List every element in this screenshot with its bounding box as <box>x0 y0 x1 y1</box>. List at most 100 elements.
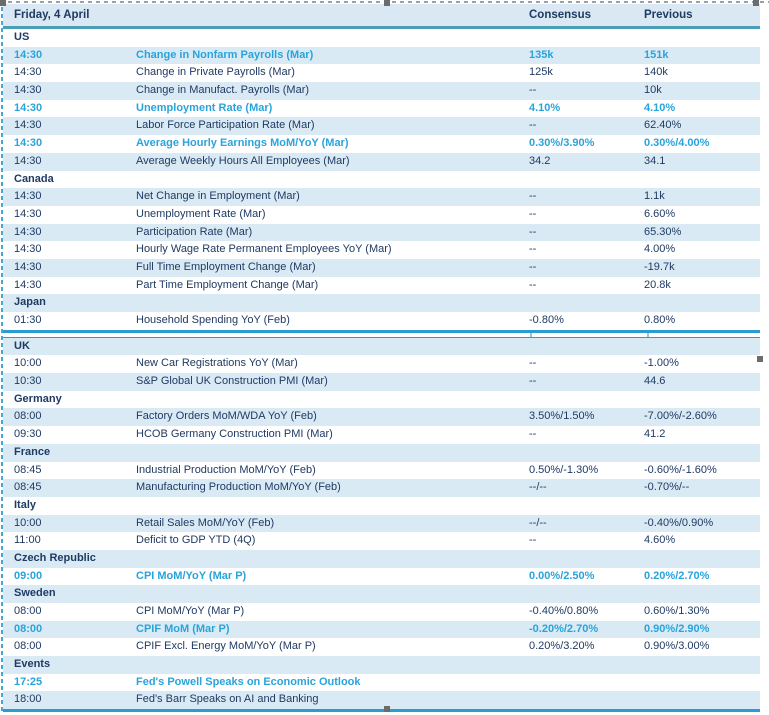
event-row[interactable]: 14:30 Participation Rate (Mar) -- 65.30% <box>3 223 760 242</box>
event-name: Unemployment Rate (Mar) <box>136 207 266 220</box>
calendar-header-row[interactable]: Friday, 4 April Consensus Previous <box>3 4 760 29</box>
section-row[interactable]: Events <box>3 656 760 674</box>
event-consensus: -- <box>529 207 537 220</box>
event-previous: 4.00% <box>644 243 676 256</box>
event-time: 14:30 <box>14 101 43 114</box>
event-consensus: 3.50%/1.50% <box>529 410 595 423</box>
event-previous: 34.1 <box>644 154 666 167</box>
event-row[interactable]: 08:45 Manufacturing Production MoM/YoY (F… <box>3 479 760 497</box>
section-label: Japan <box>14 296 46 309</box>
selection-handle-bottom-center[interactable] <box>384 706 390 712</box>
event-name: Unemployment Rate (Mar) <box>136 101 273 114</box>
event-previous: 0.30%/4.00% <box>644 137 710 150</box>
event-previous: 0.80% <box>644 314 676 326</box>
event-row[interactable]: 08:00 CPIF Excl. Energy MoM/YoY (Mar P) 0.… <box>3 638 760 656</box>
event-time: 14:30 <box>14 190 42 203</box>
section-row[interactable]: Germany <box>3 391 760 409</box>
event-name: Hourly Wage Rate Permanent Employees YoY… <box>136 243 392 256</box>
consensus-column-header: Consensus <box>529 9 591 21</box>
event-consensus: -- <box>529 260 537 273</box>
event-previous <box>644 691 760 709</box>
event-row[interactable]: 08:00 CPIF MoM (Mar P) -0.20%/2.70% 0.90%/2… <box>3 620 760 639</box>
selection-handle-top-center[interactable] <box>384 0 390 6</box>
event-row[interactable]: 14:30 Part Time Employment Change (Mar) --… <box>3 277 760 295</box>
event-consensus: 0.30%/3.90% <box>529 137 595 150</box>
section-row[interactable]: Canada <box>3 171 760 189</box>
event-consensus: 125k <box>529 66 553 79</box>
event-name: CPIF Excl. Energy MoM/YoY (Mar P) <box>136 640 316 653</box>
economic-calendar: Friday, 4 April Consensus Previous US 14:… <box>3 4 760 713</box>
event-row[interactable]: 14:30 Hourly Wage Rate Permanent Employee… <box>3 241 760 259</box>
event-name: S&P Global UK Construction PMI (Mar) <box>136 375 328 388</box>
event-row[interactable]: 01:30 Household Spending YoY (Feb) -0.80% 0… <box>3 312 760 330</box>
event-consensus: -- <box>529 534 537 547</box>
event-time: 01:30 <box>14 314 42 326</box>
event-previous: 151k <box>644 48 669 61</box>
section-label: US <box>14 31 30 43</box>
event-time: 17:25 <box>14 675 43 688</box>
event-previous: -0.60%/-1.60% <box>644 463 717 476</box>
event-name: Fed's Powell Speaks on Economic Outlook <box>136 675 361 688</box>
column-divider-tick <box>647 332 649 337</box>
event-name: Change in Nonfarm Payrolls (Mar) <box>136 48 314 61</box>
selection-handle-top-right[interactable] <box>753 0 759 6</box>
event-row[interactable]: 14:30 Average Weekly Hours All Employees … <box>3 152 760 171</box>
event-name: Average Hourly Earnings MoM/YoY (Mar) <box>136 137 349 150</box>
event-row[interactable]: 10:00 New Car Registrations YoY (Mar) -- -1… <box>3 355 760 373</box>
calendar-table-2: UK 10:00 New Car Registrations YoY (Mar) --… <box>3 336 760 710</box>
section-row[interactable]: US <box>3 29 760 47</box>
section-row[interactable]: Japan <box>3 294 760 312</box>
event-row[interactable]: 09:00 CPI MoM/YoY (Mar P) 0.00%/2.50% 0.20%… <box>3 568 760 586</box>
event-row[interactable]: 09:30 HCOB Germany Construction PMI (Mar)… <box>3 426 760 444</box>
section-label: Italy <box>14 498 37 511</box>
event-row[interactable]: 08:00 Factory Orders MoM/WDA YoY (Feb) 3.5… <box>3 408 760 427</box>
event-consensus: -- <box>529 119 537 132</box>
event-previous: 10k <box>644 84 662 97</box>
event-row[interactable]: 14:30 Change in Private Payrolls (Mar) 125… <box>3 64 760 82</box>
section-label: UK <box>14 339 30 352</box>
section-row[interactable]: Sweden <box>3 585 760 603</box>
event-time: 09:30 <box>14 428 42 441</box>
event-row[interactable]: 14:30 Full Time Employment Change (Mar) --… <box>3 258 760 277</box>
section-row[interactable]: Italy <box>3 497 760 515</box>
event-row[interactable]: 10:30 S&P Global UK Construction PMI (Mar… <box>3 373 760 391</box>
event-previous: 0.20%/2.70% <box>644 569 710 582</box>
event-time: 14:30 <box>14 243 42 256</box>
event-time: 10:30 <box>14 375 42 388</box>
event-row[interactable]: 14:30 Labor Force Participation Rate (Mar… <box>3 117 760 136</box>
event-consensus: -- <box>529 428 537 441</box>
event-consensus: -- <box>529 357 537 370</box>
event-consensus: -- <box>529 225 537 238</box>
event-previous <box>644 674 760 692</box>
event-row[interactable]: 17:25 Fed's Powell Speaks on Economic Out… <box>3 674 760 692</box>
event-row[interactable]: 18:00 Fed's Barr Speaks on AI and Banking <box>3 691 760 710</box>
selection-handle-right-center[interactable] <box>757 356 763 362</box>
event-time: 11:00 <box>14 534 41 547</box>
event-row[interactable]: 14:30 Change in Nonfarm Payrolls (Mar) 135… <box>3 46 760 65</box>
event-time: 14:30 <box>14 225 42 238</box>
section-label: Germany <box>14 392 62 405</box>
section-row[interactable]: UK <box>3 337 760 356</box>
table-divider <box>3 329 760 337</box>
event-row[interactable]: 14:30 Unemployment Rate (Mar) -- 6.60% <box>3 206 760 224</box>
event-time: 08:00 <box>14 622 43 635</box>
selection-handle-top-left[interactable] <box>0 0 6 6</box>
section-row[interactable]: France <box>3 443 760 462</box>
event-row[interactable]: 08:00 CPI MoM/YoY (Mar P) -0.40%/0.80% 0.60… <box>3 603 760 621</box>
previous-column-header: Previous <box>644 9 693 21</box>
event-row[interactable]: 14:30 Average Hourly Earnings MoM/YoY (Ma… <box>3 135 760 153</box>
event-previous: -1.00% <box>644 357 679 370</box>
event-time: 14:30 <box>14 207 42 220</box>
event-row[interactable]: 14:30 Unemployment Rate (Mar) 4.10% 4.10% <box>3 100 760 118</box>
event-previous: 65.30% <box>644 225 682 238</box>
event-time: 08:00 <box>14 410 42 423</box>
event-previous: 62.40% <box>644 119 682 132</box>
event-row[interactable]: 10:00 Retail Sales MoM/YoY (Feb) --/-- -0.4… <box>3 514 760 533</box>
event-row[interactable]: 11:00 Deficit to GDP YTD (4Q) -- 4.60% <box>3 532 760 550</box>
event-row[interactable]: 14:30 Net Change in Employment (Mar) -- 1.1… <box>3 188 760 206</box>
section-row[interactable]: Czech Republic <box>3 549 760 568</box>
event-consensus <box>529 674 644 692</box>
event-row[interactable]: 14:30 Change in Manufact. Payrolls (Mar) -… <box>3 82 760 100</box>
event-row[interactable]: 08:45 Industrial Production MoM/YoY (Feb)… <box>3 462 760 480</box>
